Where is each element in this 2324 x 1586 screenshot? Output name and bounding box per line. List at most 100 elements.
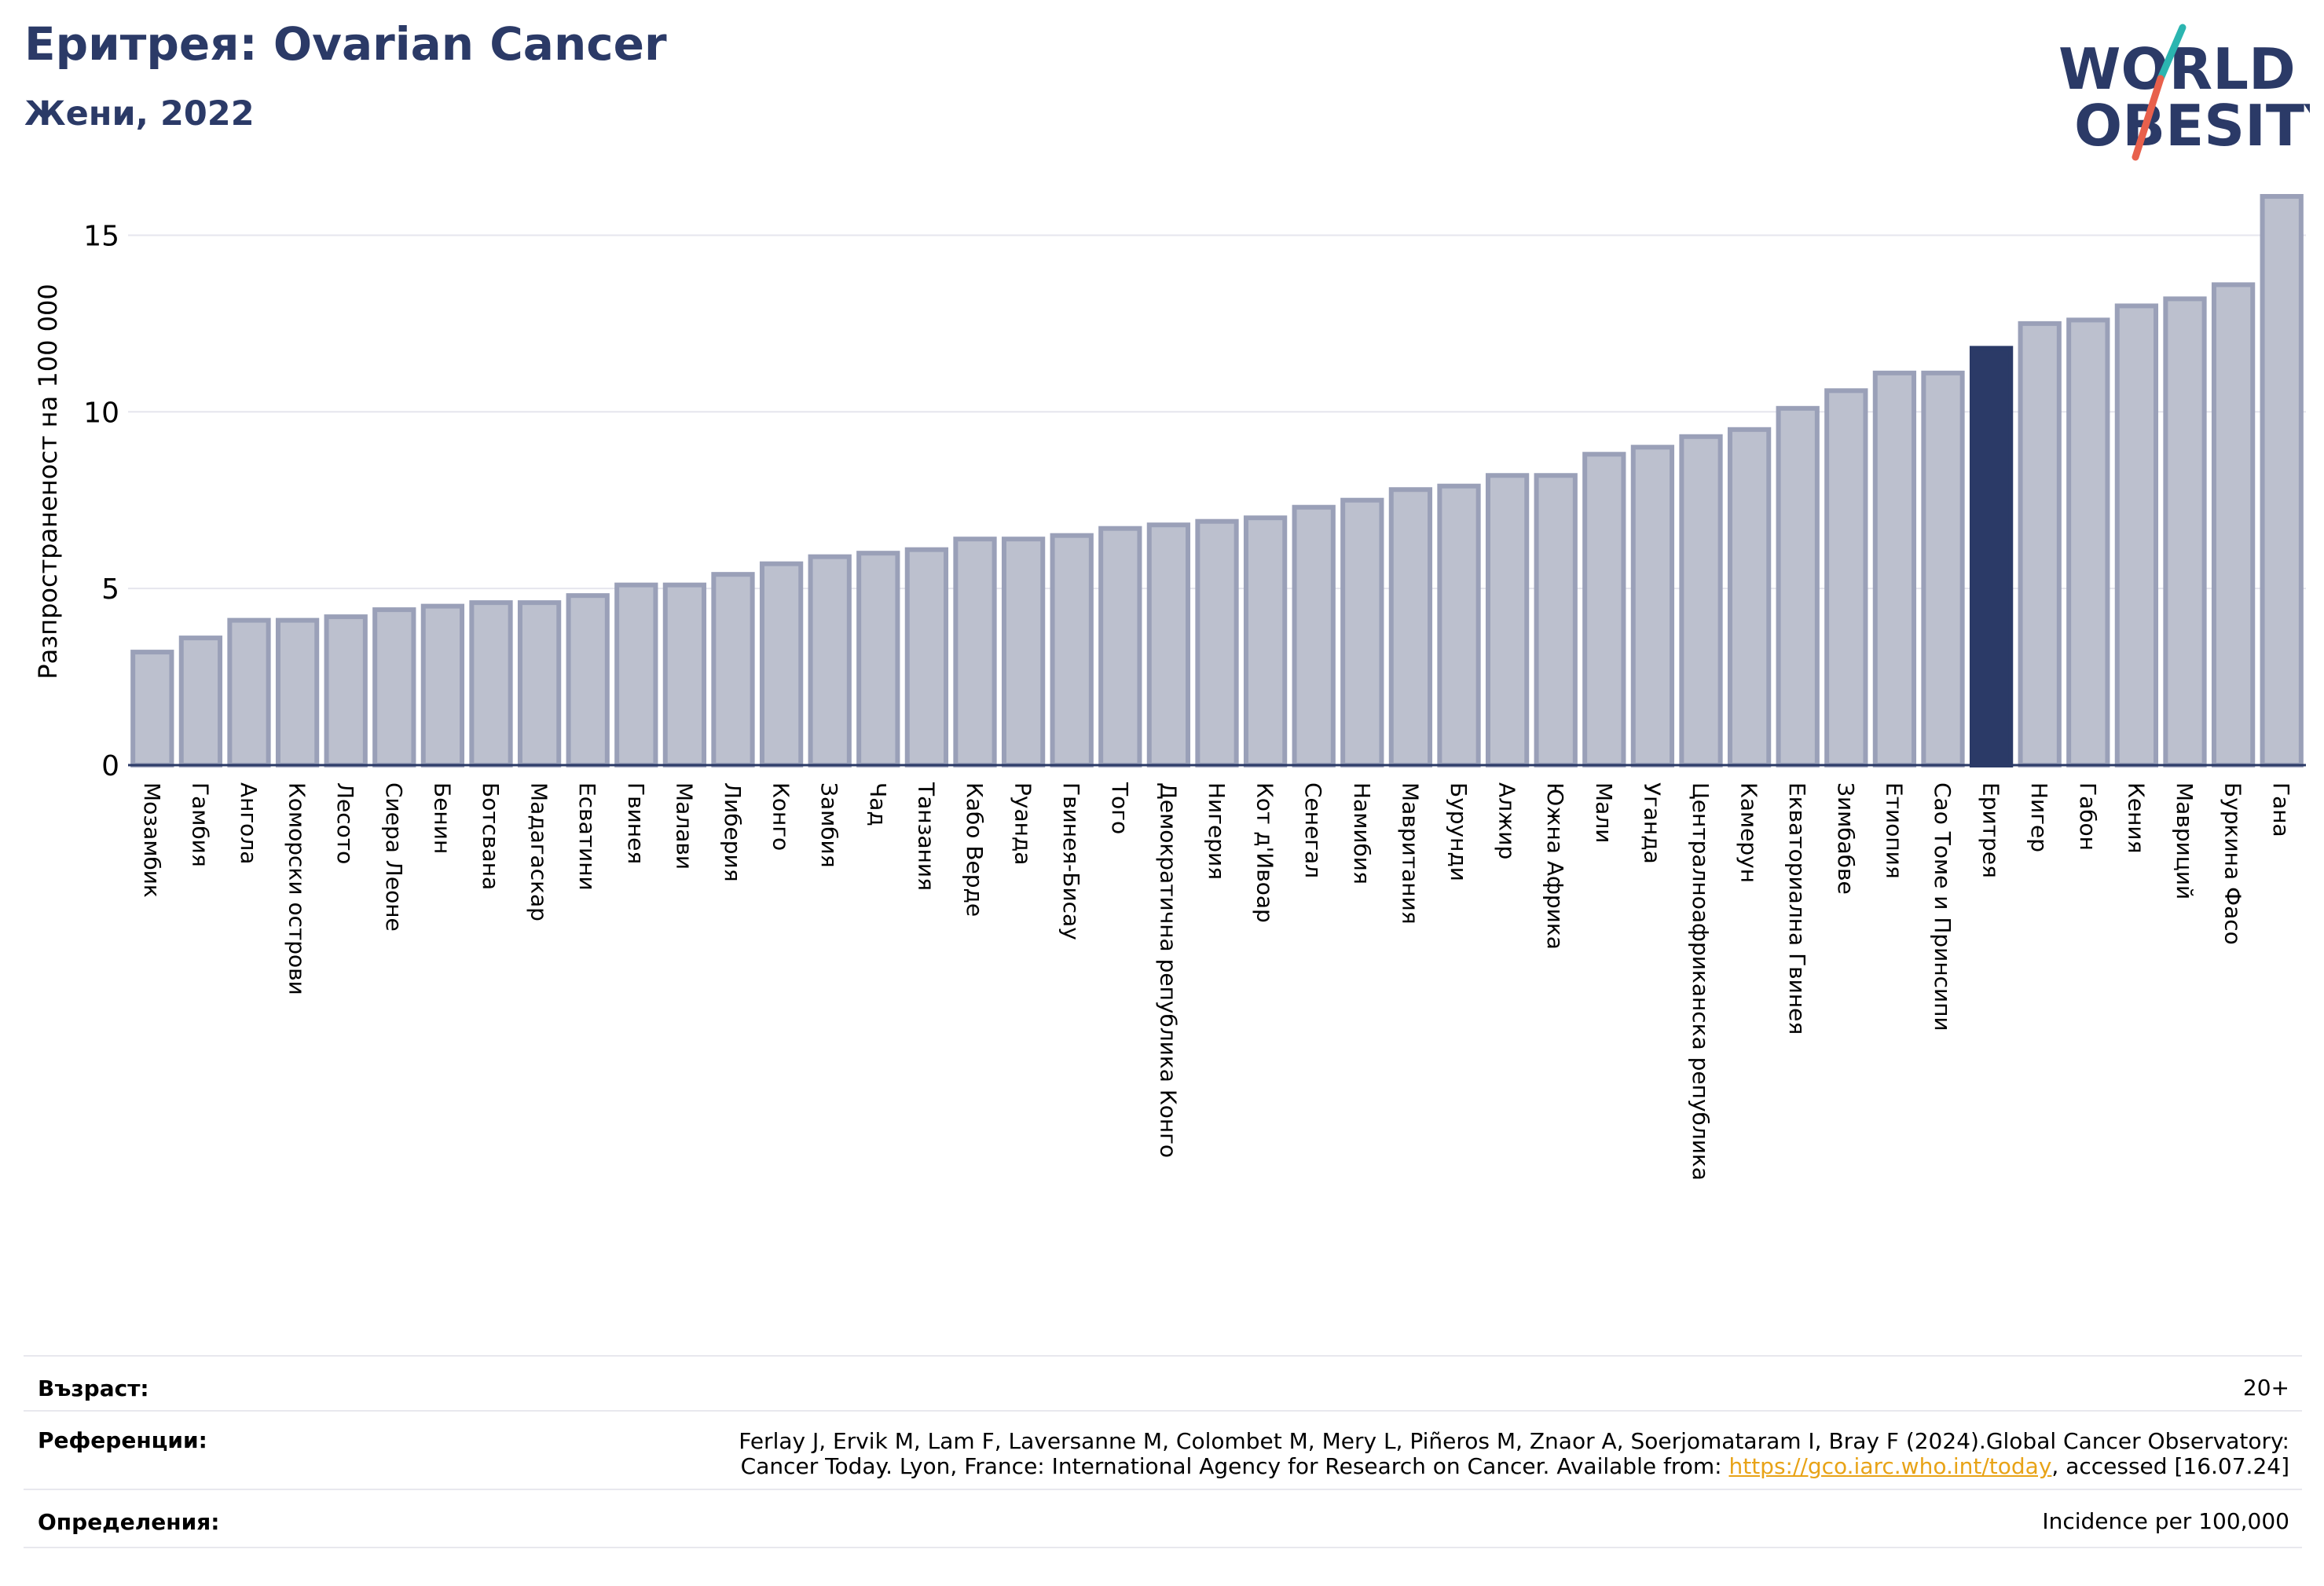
bar-chart: 0 5 10 15 Разпространеност на 100 000 Мозамби… bbox=[33, 193, 2306, 1181]
footer-row-references: Референции: Ferlay J, Ervik M, Lam F, La… bbox=[24, 1410, 2302, 1490]
references-value: Ferlay J, Ervik M, Lam F, Laversanne M, … bbox=[739, 1429, 2289, 1479]
x-tick-label: Кабо Верде bbox=[962, 782, 988, 917]
bar-highlight bbox=[1969, 346, 2014, 767]
bar bbox=[2018, 320, 2062, 767]
x-tick-label: Нигерия bbox=[1204, 782, 1230, 880]
bar bbox=[759, 561, 804, 767]
world-obesity-logo: WORLD OBESITY bbox=[2058, 24, 2310, 161]
x-tick-label: Еритрея bbox=[1978, 782, 2004, 878]
bar bbox=[178, 635, 223, 767]
y-tick-label: 0 bbox=[101, 750, 119, 782]
bar bbox=[1679, 434, 1723, 767]
references-link[interactable]: https://gco.iarc.who.int/today bbox=[1728, 1453, 2052, 1479]
x-tick-label: Малави bbox=[671, 782, 697, 870]
x-tick-label: Чад bbox=[865, 782, 891, 826]
bar bbox=[1437, 483, 1481, 767]
x-tick-label: Демократична република Конго bbox=[1155, 782, 1181, 1158]
bar bbox=[1872, 370, 1917, 767]
x-tick-label: Коморски острови bbox=[284, 782, 310, 995]
bar bbox=[517, 600, 562, 768]
x-tick-label: Бенин bbox=[429, 782, 455, 854]
bar bbox=[1824, 388, 1868, 767]
x-tick-label: Замбия bbox=[816, 782, 842, 868]
bar bbox=[1630, 445, 1675, 767]
x-tick-label: Мавритания bbox=[1397, 782, 1423, 925]
logo-slash-teal bbox=[2157, 24, 2187, 82]
bar bbox=[1050, 533, 1094, 767]
bar bbox=[2066, 317, 2110, 767]
x-tick-label: Южна Африка bbox=[1542, 782, 1568, 950]
bar bbox=[566, 593, 610, 767]
x-tick-label: Мадагаскар bbox=[526, 782, 552, 921]
chart-title: Еритрея: Ovarian Cancer bbox=[24, 17, 667, 71]
bar bbox=[904, 547, 949, 768]
bar bbox=[2114, 303, 2159, 768]
bar bbox=[614, 582, 658, 767]
bar bbox=[1534, 473, 1578, 767]
bar bbox=[130, 650, 174, 768]
bar bbox=[662, 582, 707, 767]
x-tick-label: Гамбия bbox=[187, 782, 213, 867]
x-tick-label: Того bbox=[1107, 782, 1133, 834]
bar bbox=[856, 551, 900, 767]
x-tick-label: Мали bbox=[1591, 782, 1617, 843]
y-tick-label: 5 bbox=[101, 573, 119, 606]
x-tick-label: Буркина Фасо bbox=[2220, 782, 2246, 945]
y-axis-label: Разпространеност на 100 000 bbox=[33, 284, 63, 679]
bar bbox=[2260, 193, 2304, 768]
x-tick-label: Ангола bbox=[236, 782, 262, 864]
bar bbox=[469, 600, 513, 768]
x-tick-label: Танзания bbox=[913, 782, 939, 891]
x-tick-label: Централноафриканска република bbox=[1688, 782, 1714, 1181]
bar bbox=[275, 617, 320, 768]
age-label: Възраст: bbox=[38, 1375, 149, 1401]
bar bbox=[372, 607, 416, 768]
bar bbox=[1582, 452, 1626, 767]
x-tick-label: Мавриций bbox=[2172, 782, 2198, 899]
bar bbox=[324, 614, 368, 767]
x-tick-label: Нигер bbox=[2026, 782, 2052, 852]
x-tick-label: Габон bbox=[2075, 782, 2101, 851]
x-tick-label: Камерун bbox=[1736, 782, 1762, 883]
bar bbox=[1776, 405, 1820, 767]
age-value: 20+ bbox=[2242, 1375, 2289, 1401]
bar bbox=[227, 617, 271, 768]
x-tick-label: Конго bbox=[768, 782, 794, 851]
x-tick-label: Гвинея-Бисау bbox=[1058, 782, 1084, 940]
bar bbox=[1921, 370, 1965, 767]
bar bbox=[1340, 497, 1384, 768]
x-tick-label: Екваториална Гвинея bbox=[1784, 782, 1810, 1035]
y-tick-label: 15 bbox=[83, 220, 119, 252]
bar bbox=[2163, 296, 2207, 767]
x-tick-label: Алжир bbox=[1494, 782, 1520, 859]
bar bbox=[1243, 515, 1288, 767]
x-tick-label: Ботсвана bbox=[478, 782, 504, 890]
x-tick-label: Намибия bbox=[1349, 782, 1375, 885]
x-tick-label: Сао Томе и Принсипи bbox=[1930, 782, 1956, 1031]
y-tick-label: 10 bbox=[83, 397, 119, 429]
chart-subtitle: Жени, 2022 bbox=[24, 94, 255, 134]
bar bbox=[1388, 487, 1433, 768]
x-tick-label: Кот д'Ивоар bbox=[1252, 782, 1278, 923]
bar bbox=[1146, 522, 1191, 767]
x-tick-label: Лесото bbox=[332, 782, 358, 864]
x-tick-label: Есватини bbox=[574, 782, 600, 891]
bar bbox=[1292, 504, 1336, 767]
bar bbox=[2211, 282, 2256, 767]
references-line1: Ferlay J, Ervik M, Lam F, Laversanne M, … bbox=[739, 1428, 2289, 1454]
x-tick-label: Етиопия bbox=[1881, 782, 1907, 879]
bar bbox=[1195, 518, 1239, 768]
definitions-label: Определения: bbox=[38, 1509, 220, 1535]
references-label: Референции: bbox=[38, 1427, 207, 1453]
x-tick-label: Гана bbox=[2268, 782, 2294, 837]
footer-row-definitions: Определения: Incidence per 100,000 bbox=[24, 1489, 2302, 1548]
bar bbox=[1485, 473, 1530, 767]
x-tick-label: Сенегал bbox=[1300, 782, 1326, 878]
x-tick-label: Зимбабве bbox=[1833, 782, 1859, 895]
footer-row-age: Възраст: 20+ bbox=[24, 1355, 2302, 1412]
x-tick-label: Либерия bbox=[720, 782, 746, 882]
x-tick-label: Бурунди bbox=[1446, 782, 1472, 881]
x-tick-label: Мозамбик bbox=[139, 782, 165, 898]
references-line2-pre: Cancer Today. Lyon, France: Internationa… bbox=[740, 1453, 1729, 1479]
x-tick-label: Гвинея bbox=[623, 782, 649, 864]
